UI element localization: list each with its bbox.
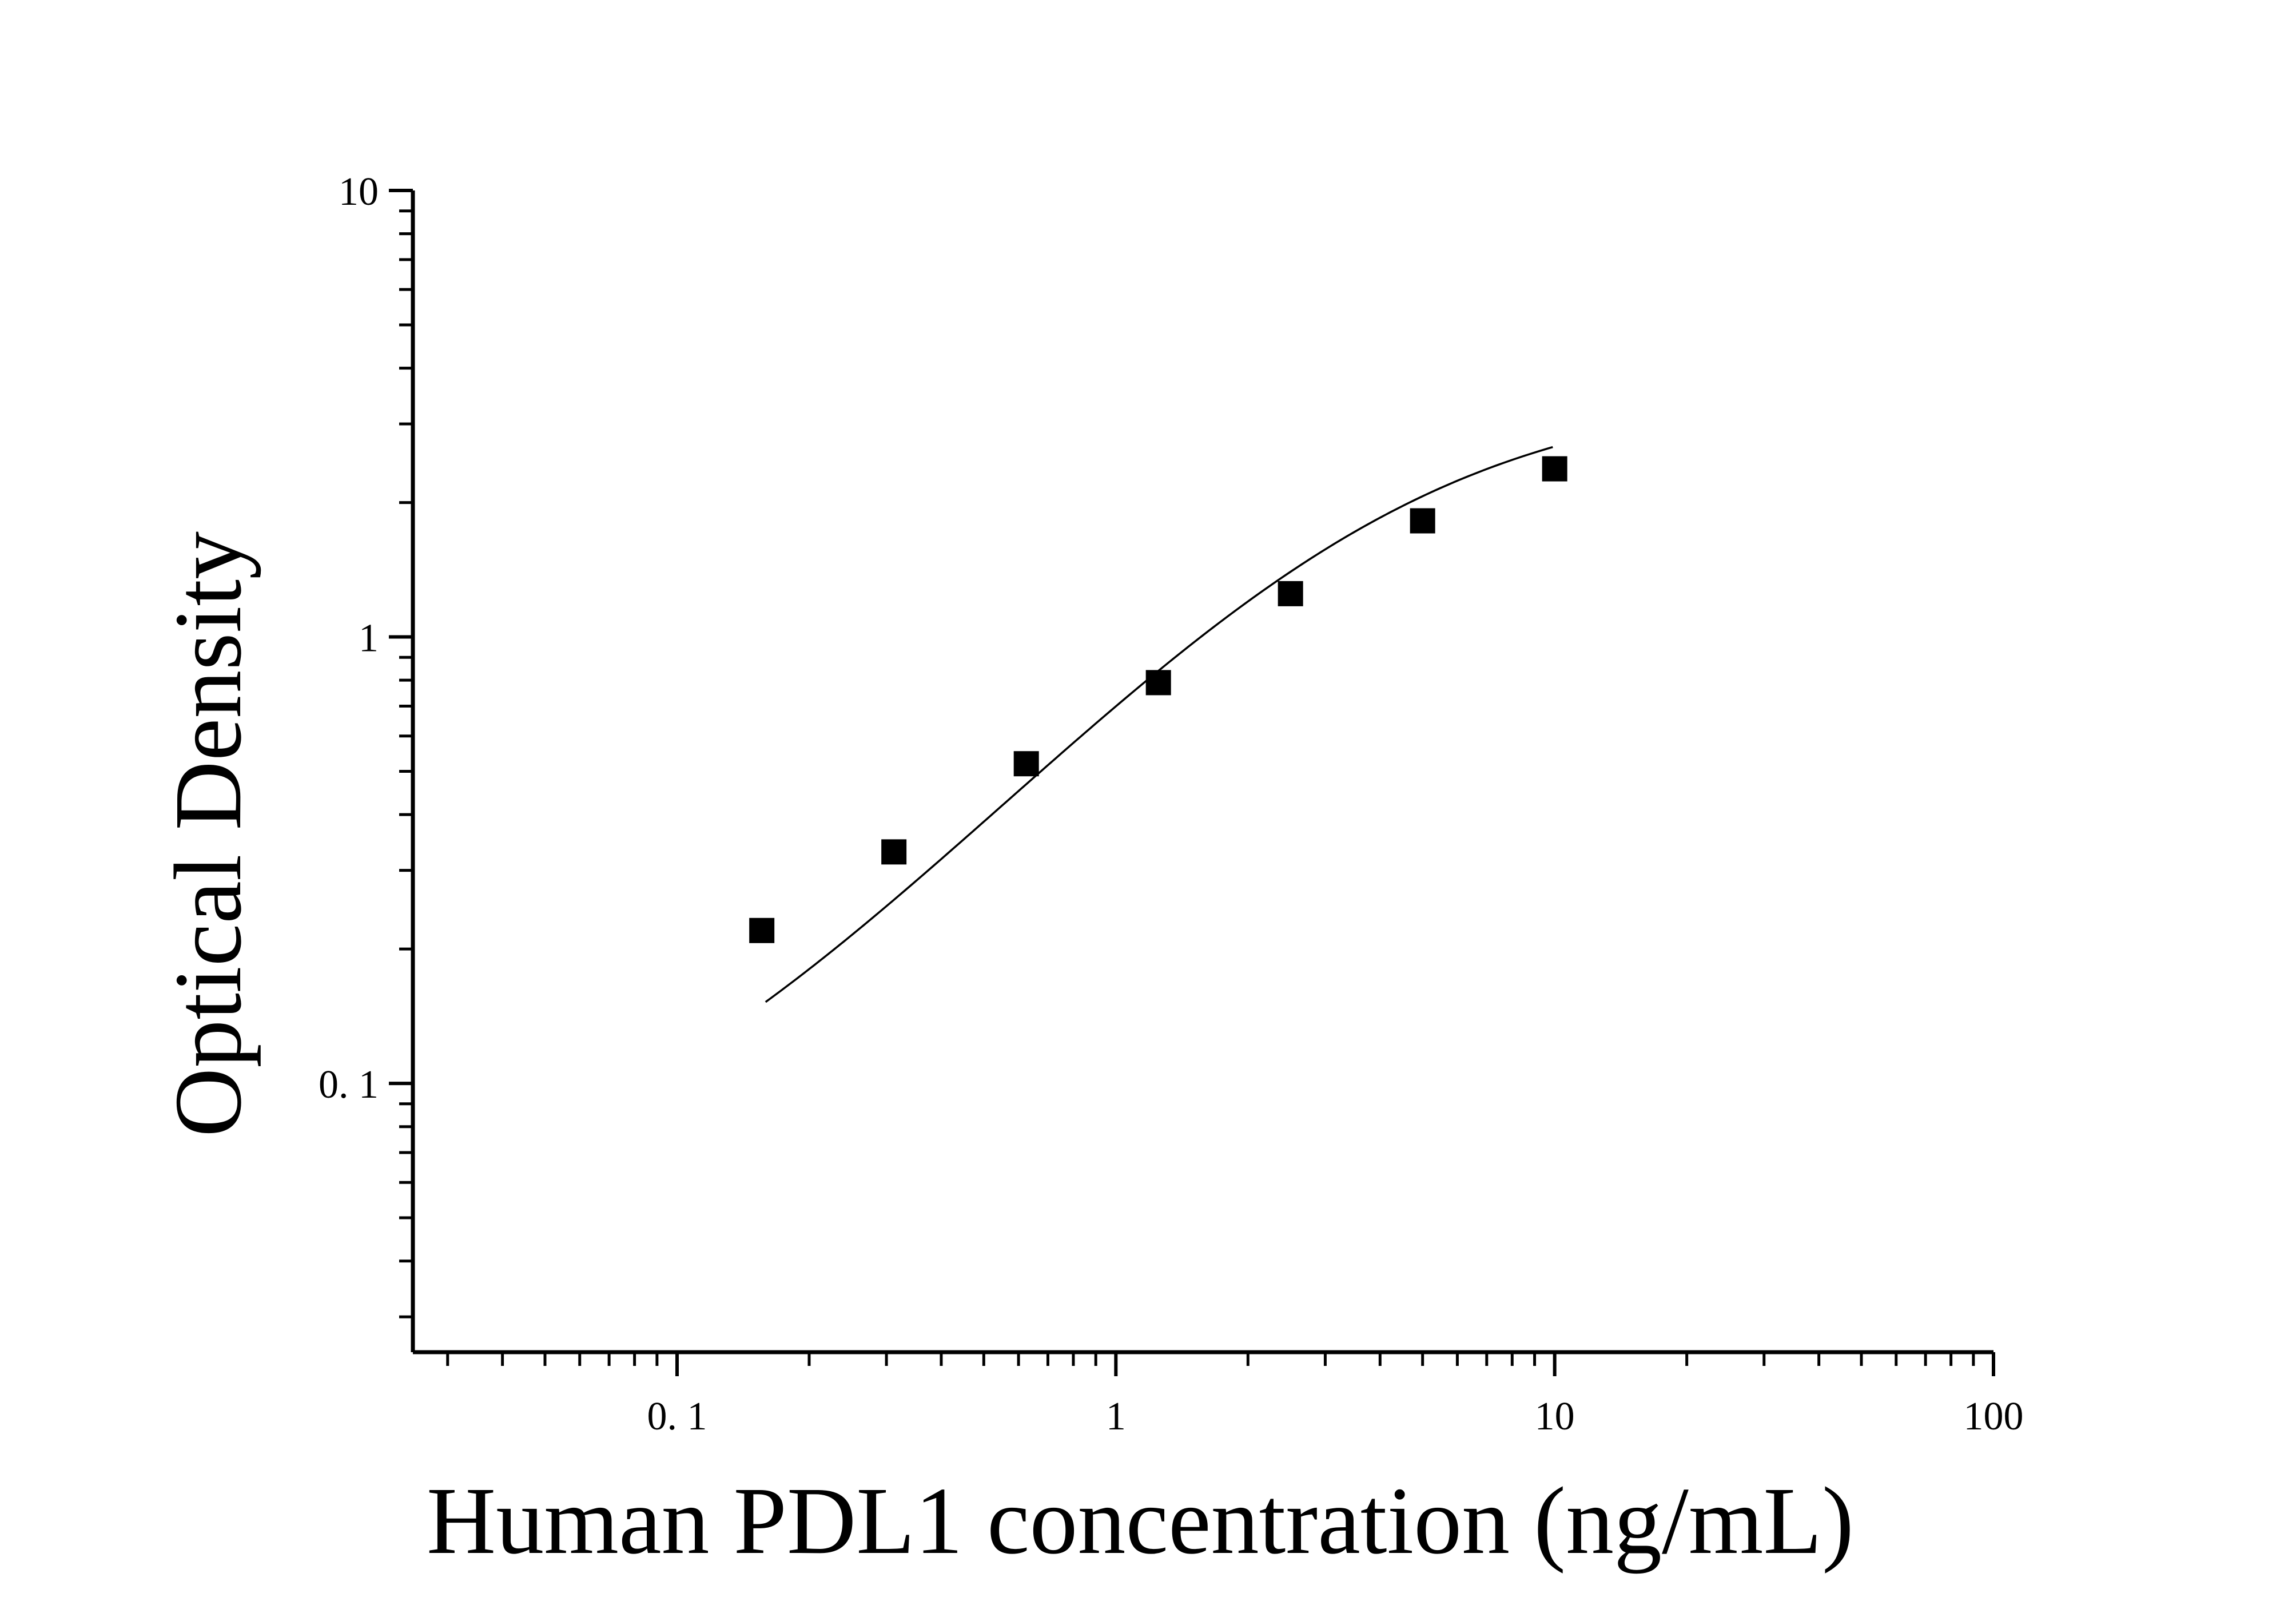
data-point-marker bbox=[881, 839, 907, 865]
x-tick-label: 1 bbox=[1106, 1395, 1126, 1439]
data-point-marker bbox=[1145, 670, 1171, 696]
y-tick-label: 10 bbox=[339, 170, 379, 214]
x-tick-label: 0. 1 bbox=[647, 1395, 707, 1439]
data-points-layer bbox=[749, 456, 1567, 943]
y-tick-label: 1 bbox=[359, 617, 379, 661]
y-tick-label: 0. 1 bbox=[319, 1063, 379, 1107]
x-tick-label: 10 bbox=[1535, 1395, 1575, 1439]
y-axis-title: Optical Density bbox=[155, 531, 261, 1137]
data-point-marker bbox=[1013, 751, 1039, 777]
x-tick-label: 100 bbox=[1964, 1395, 2024, 1439]
data-point-marker bbox=[1542, 456, 1567, 482]
x-axis-title: Human PDL1 concentration (ng/mL) bbox=[427, 1468, 1854, 1574]
axes bbox=[389, 189, 1995, 1376]
data-point-marker bbox=[1410, 508, 1435, 534]
data-point-marker bbox=[1278, 581, 1303, 606]
data-point-marker bbox=[749, 917, 775, 943]
tick-labels-layer: 0. 1 1 10 100 0. 1 1 10 bbox=[319, 170, 2024, 1439]
